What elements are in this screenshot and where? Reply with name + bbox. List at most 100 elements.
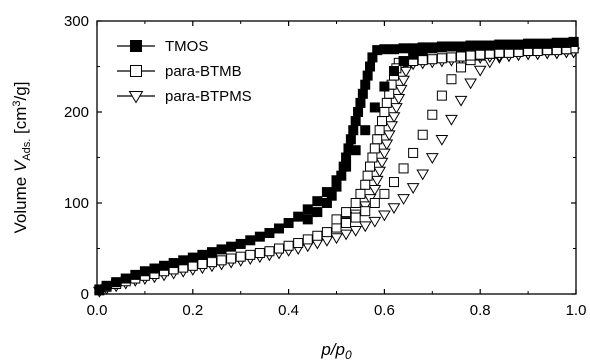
data-point: [197, 258, 208, 269]
data-point: [330, 233, 343, 245]
data-point: [312, 207, 323, 218]
data-point: [362, 70, 373, 81]
series-para-btmb: [94, 43, 579, 296]
data-point: [454, 95, 468, 107]
data-point: [101, 280, 112, 291]
y-axis-label-main: Volume: [11, 172, 30, 233]
y-axis-label-sup: 3: [11, 100, 23, 106]
data-point: [373, 166, 386, 178]
data-point: [130, 269, 141, 280]
data-point: [446, 41, 457, 52]
data-point: [392, 94, 406, 105]
data-point: [369, 198, 380, 208]
x-tick-label: 0.8: [470, 302, 491, 319]
data-point: [542, 38, 553, 49]
legend-marker: [128, 90, 144, 104]
data-point: [456, 41, 467, 52]
data-point: [197, 249, 208, 260]
data-point: [293, 238, 304, 249]
data-point: [408, 43, 419, 54]
data-point: [312, 230, 323, 241]
data-point: [348, 125, 359, 136]
data-point: [465, 40, 476, 51]
data-point: [388, 177, 399, 188]
data-point: [338, 161, 349, 172]
data-point: [302, 204, 313, 215]
data-point: [350, 116, 361, 127]
data-point: [245, 249, 256, 260]
data-point: [365, 61, 376, 72]
data-point: [503, 47, 514, 58]
data-point: [446, 52, 457, 63]
plot-frame: [96, 20, 577, 295]
data-point: [370, 175, 384, 187]
data-point: [380, 139, 394, 151]
data-point: [245, 235, 256, 246]
data-point: [360, 79, 371, 90]
data-point: [362, 170, 373, 181]
data-point: [321, 198, 332, 208]
data-point: [302, 214, 313, 225]
data-point: [464, 78, 477, 90]
data-point: [353, 107, 364, 117]
data-point: [226, 241, 237, 252]
data-point: [475, 40, 486, 51]
x-axis-label-sub: 0: [345, 348, 352, 362]
data-point: [216, 255, 227, 266]
data-point: [377, 116, 388, 127]
data-point: [274, 243, 285, 254]
x-tick-label: 0.0: [87, 302, 108, 319]
legend-marker: [130, 65, 142, 77]
data-point: [187, 260, 198, 271]
data-point: [367, 152, 378, 163]
data-point: [436, 90, 447, 101]
legend-label: para-BTPMS: [165, 88, 252, 105]
data-point: [350, 212, 361, 223]
data-point: [494, 47, 505, 58]
data-point: [369, 143, 380, 154]
data-point: [360, 179, 371, 190]
data-point: [378, 148, 391, 160]
y-axis-label-sub: Ads.: [21, 139, 33, 161]
data-point: [436, 41, 447, 52]
y-tick-label: 0: [81, 286, 89, 303]
data-point: [293, 211, 304, 222]
data-point: [349, 225, 363, 237]
data-point: [398, 163, 409, 174]
data-point: [378, 210, 391, 222]
y-axis-label-italic: V: [11, 159, 30, 172]
data-point: [312, 196, 323, 207]
data-point: [302, 234, 313, 245]
data-point: [473, 65, 487, 77]
y-axis-label-unit-open: [cm: [11, 107, 30, 139]
data-point: [503, 39, 514, 50]
data-point: [206, 257, 217, 268]
x-axis-label: p/p0: [320, 340, 352, 362]
data-point: [446, 74, 457, 85]
data-point: [379, 81, 390, 92]
data-point: [336, 170, 347, 181]
data-point: [254, 231, 265, 242]
data-point: [456, 51, 467, 62]
data-point: [388, 66, 399, 77]
data-point: [360, 125, 371, 136]
data-point: [445, 114, 458, 126]
data-point: [331, 222, 342, 233]
data-point: [264, 228, 275, 239]
data-point: [523, 38, 534, 49]
data-point: [494, 39, 505, 50]
data-point: [345, 134, 356, 145]
legend-label: para-BTMB: [165, 63, 242, 80]
data-point: [368, 185, 382, 196]
tick-layer: 0.0 0.2 0.4 0.6 0.8 1.0 0 100 200 300: [64, 13, 586, 319]
data-point: [331, 181, 342, 192]
data-point: [350, 198, 361, 208]
series-layer: [93, 36, 580, 298]
data-point: [397, 75, 410, 87]
data-point: [379, 107, 390, 117]
y-tick-label: 300: [64, 13, 89, 30]
data-point: [283, 240, 294, 251]
x-axis-label-main: p/p: [320, 340, 345, 359]
data-point: [120, 273, 131, 284]
data-point: [427, 109, 438, 120]
